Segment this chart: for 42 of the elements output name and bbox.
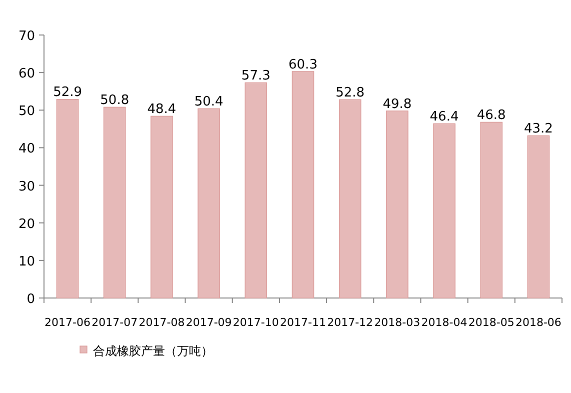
x-tick-label: 2018-05 — [468, 316, 514, 329]
y-tick-label: 20 — [18, 216, 35, 232]
y-tick-label: 40 — [18, 142, 35, 157]
x-tick-label: 2017-10 — [232, 316, 279, 329]
y-tick-label: 30 — [18, 179, 35, 194]
y-tick-label: 10 — [18, 254, 35, 270]
data-label: 46.4 — [430, 110, 459, 125]
data-label: 49.8 — [382, 96, 412, 112]
data-label: 52.8 — [336, 86, 365, 101]
data-label: 50.4 — [194, 94, 224, 110]
x-tick-label: 2017-08 — [138, 316, 185, 329]
x-tick-label: 2018-06 — [515, 316, 562, 329]
bar — [386, 110, 408, 298]
legend-label: 合成橡胶产量（万吨） — [93, 344, 213, 358]
bar — [292, 71, 314, 298]
data-label: 50.8 — [100, 93, 130, 108]
y-tick-label: 60 — [18, 66, 35, 82]
bar — [433, 123, 456, 298]
bar — [338, 99, 362, 298]
x-tick-label: 2018-04 — [421, 316, 468, 329]
data-label: 48.4 — [147, 102, 176, 118]
bar — [198, 108, 220, 298]
bar — [56, 98, 79, 298]
data-label: 60.3 — [288, 57, 318, 72]
y-tick-label: 50 — [18, 104, 35, 120]
y-tick-label: 0 — [26, 292, 35, 307]
data-label: 46.8 — [476, 108, 506, 124]
data-label: 52.9 — [53, 85, 82, 100]
y-tick-label: 70 — [18, 29, 35, 44]
x-tick-label: 2017-07 — [92, 316, 138, 329]
bar — [480, 122, 502, 298]
x-tick-label: 2017-06 — [44, 316, 91, 329]
bar — [244, 82, 268, 298]
bar — [527, 135, 550, 298]
x-tick-label: 2017-11 — [280, 316, 326, 329]
data-label: 43.2 — [524, 122, 553, 137]
x-tick-label: 2017-12 — [327, 316, 374, 329]
x-tick-label: 2018-03 — [374, 316, 420, 329]
x-tick-label: 2017-09 — [186, 316, 232, 329]
bar — [150, 116, 173, 298]
bar — [104, 106, 126, 298]
data-label: 57.3 — [241, 68, 270, 84]
